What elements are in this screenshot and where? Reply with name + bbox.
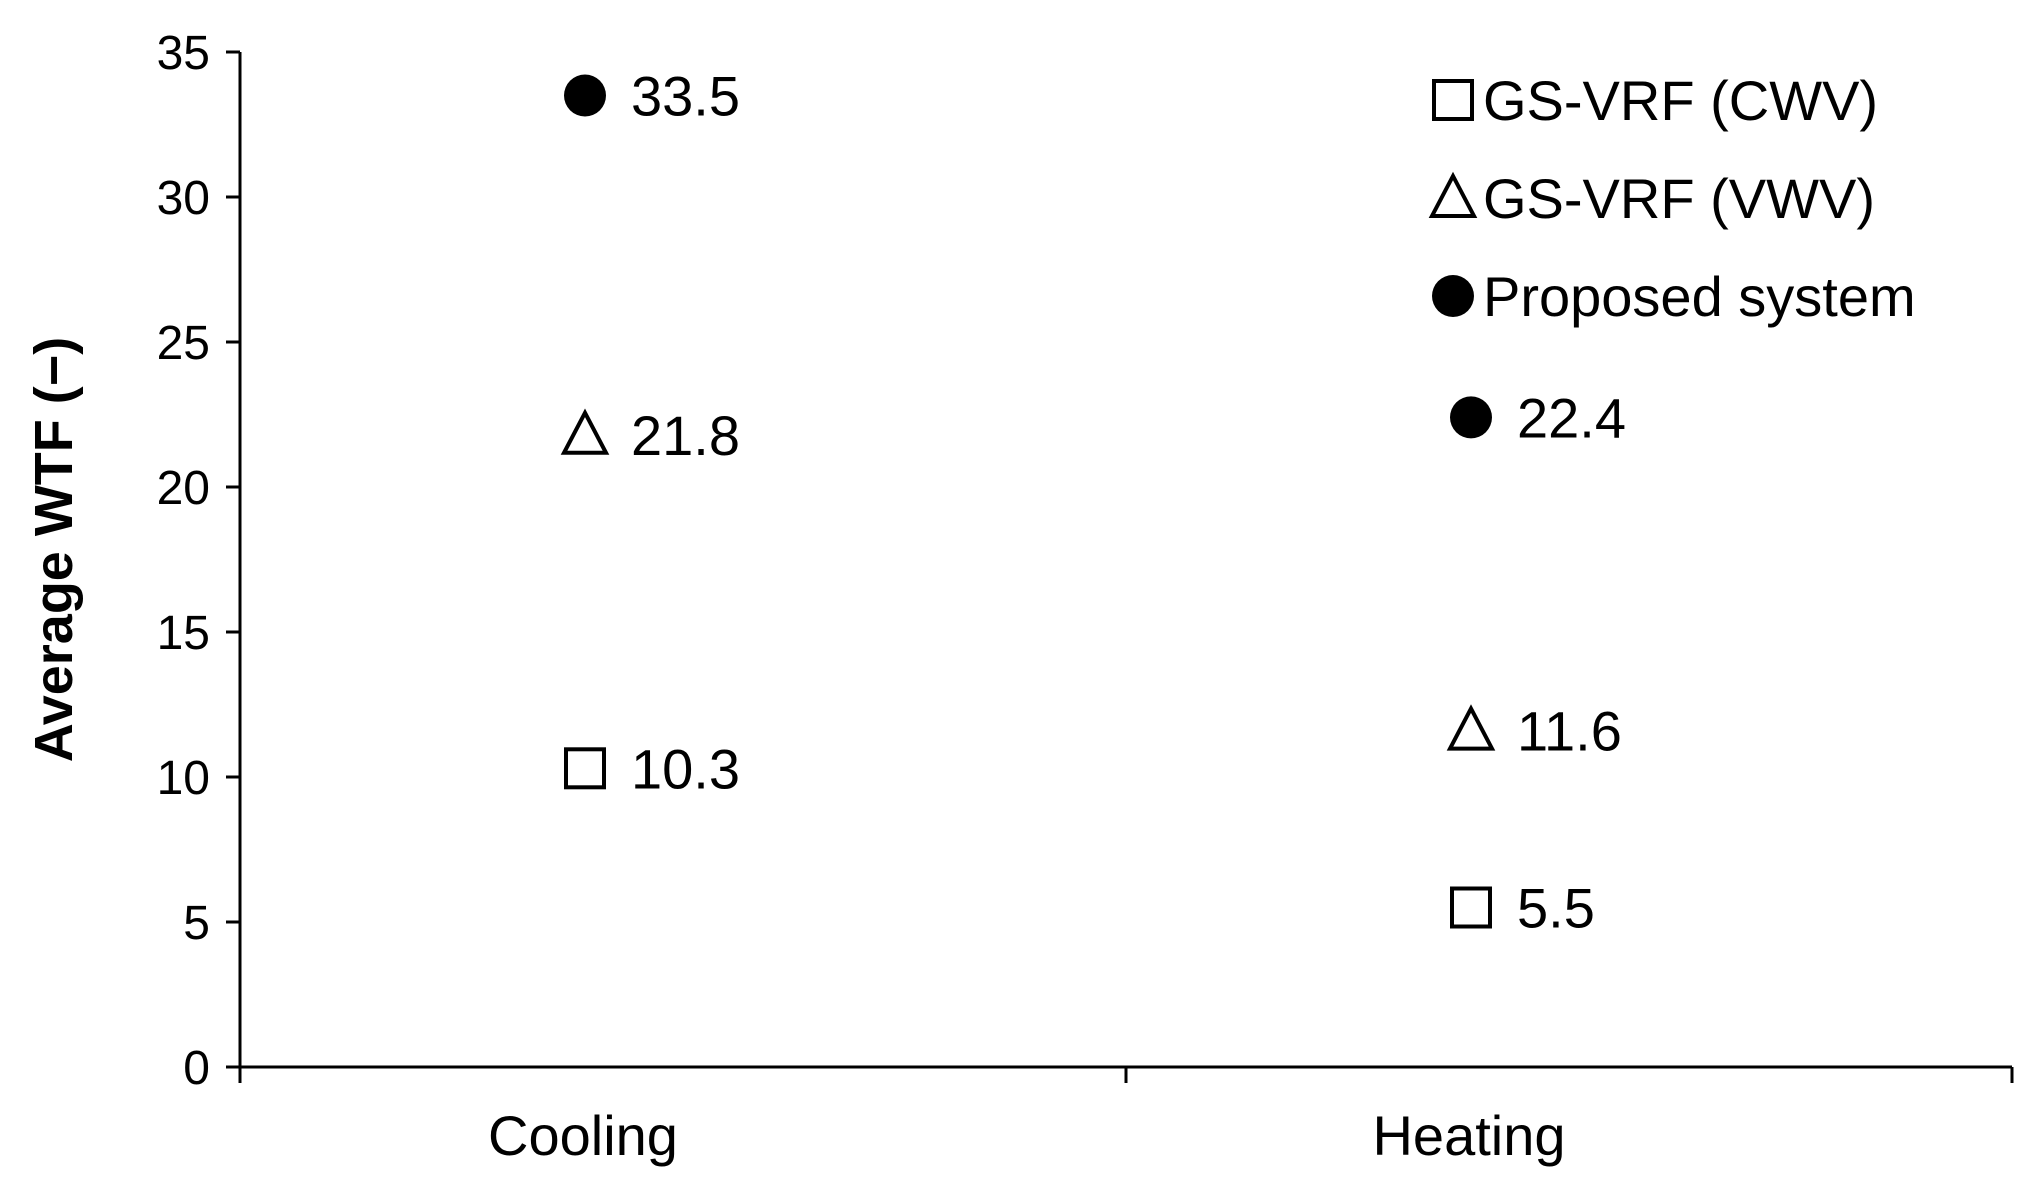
data-point-label: 10.3 — [631, 737, 740, 800]
legend-label: GS-VRF (VWV) — [1483, 167, 1875, 230]
y-ticks: 0 5 10 15 20 25 30 35 — [157, 27, 240, 1095]
data-point-marker — [1446, 704, 1496, 751]
data-point-label: 22.4 — [1517, 386, 1626, 449]
x-category-label: Heating — [1372, 1104, 1565, 1167]
y-tick-label: 15 — [157, 607, 210, 660]
y-tick-label: 25 — [157, 317, 210, 370]
data-point-marker — [564, 74, 606, 117]
data-point-label: 33.5 — [631, 65, 740, 128]
y-tick-label: 35 — [157, 27, 210, 80]
y-tick-label: 10 — [157, 752, 210, 805]
legend-marker — [1432, 79, 1474, 121]
legend-label: Proposed system — [1483, 265, 1916, 328]
y-tick-label: 5 — [183, 897, 210, 950]
legend-label: GS-VRF (CWV) — [1483, 69, 1878, 132]
y-tick-label: 30 — [157, 172, 210, 225]
data-point-marker — [564, 747, 606, 790]
data-point-marker — [560, 408, 610, 455]
data-point-marker — [1450, 886, 1492, 929]
legend-marker — [1428, 171, 1478, 218]
y-tick-label: 0 — [183, 1042, 210, 1095]
data-point-label: 11.6 — [1517, 700, 1622, 763]
legend-marker — [1432, 275, 1474, 317]
data-point-marker — [1450, 396, 1492, 439]
x-category-label: Cooling — [488, 1104, 678, 1167]
x-ticks: Cooling Heating — [238, 1067, 2014, 1167]
y-tick-label: 20 — [157, 462, 210, 515]
y-axis-title: Average WTF (−) — [24, 337, 84, 763]
data-point-label: 21.8 — [631, 404, 740, 467]
data-marks: 10.3 5.5 21.8 11.6 33.5 22.4 — [560, 65, 1626, 940]
data-point-label: 5.5 — [1517, 877, 1595, 940]
legend: GS-VRF (CWV) GS-VRF (VWV) Proposed system — [1428, 69, 1916, 328]
